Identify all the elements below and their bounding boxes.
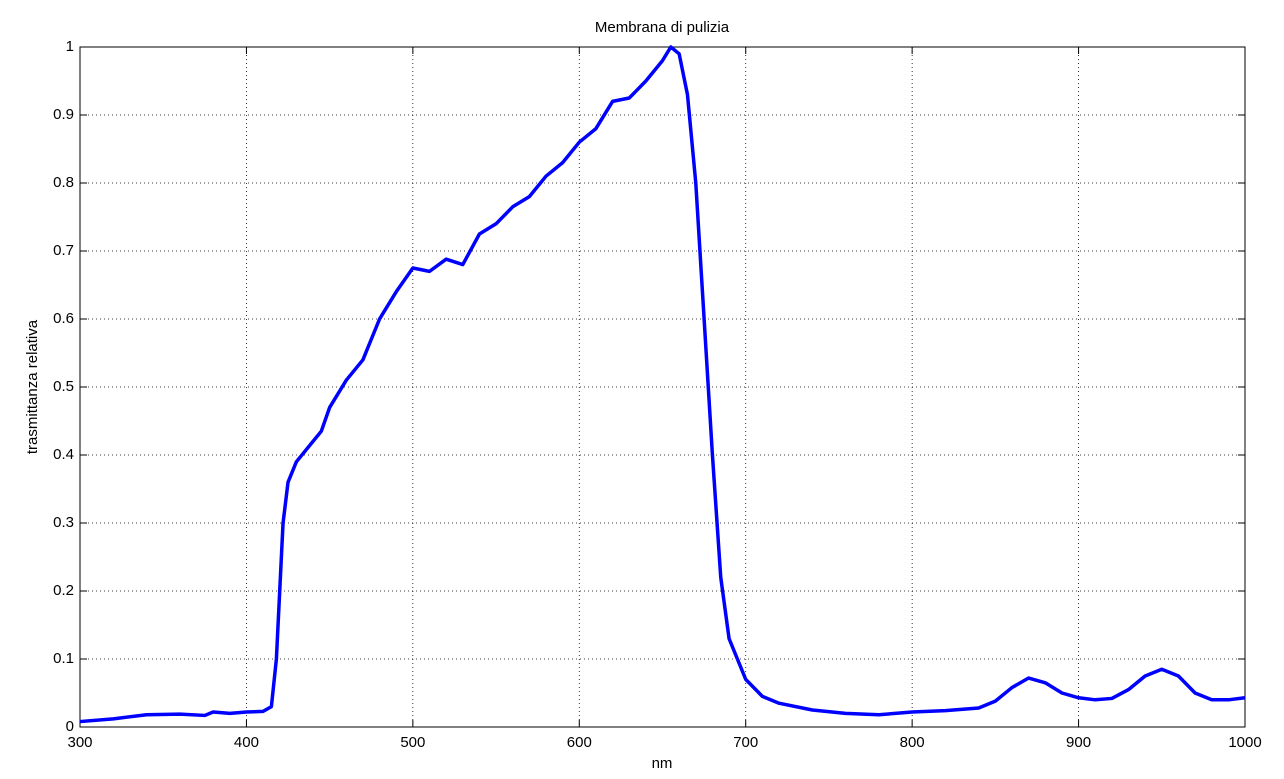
y-tick-label: 0.4 — [53, 446, 74, 463]
x-tick-label: 500 — [400, 734, 425, 751]
y-tick-label: 1 — [66, 38, 74, 55]
y-tick-label: 0.3 — [53, 514, 74, 531]
y-tick-label: 0.8 — [53, 174, 74, 191]
y-tick-label: 0.1 — [53, 650, 74, 667]
x-tick-label: 700 — [733, 734, 758, 751]
y-tick-label: 0.9 — [53, 106, 74, 123]
plot-area — [80, 47, 1245, 727]
y-tick-label: 0.7 — [53, 242, 74, 259]
x-axis-label: nm — [652, 755, 673, 772]
y-axis-label: trasmittanza relativa — [24, 319, 41, 454]
x-tick-label: 300 — [67, 734, 92, 751]
data-line — [79, 45, 1246, 724]
y-tick-label: 0.2 — [53, 582, 74, 599]
chart-title: Membrana di pulizia — [595, 19, 730, 36]
plot-frame — [79, 46, 1246, 728]
x-tick-label: 600 — [567, 734, 592, 751]
x-tick-label: 400 — [234, 734, 259, 751]
x-tick-label: 1000 — [1228, 734, 1261, 751]
y-tick-label: 0.6 — [53, 310, 74, 327]
y-tick-label: 0 — [66, 718, 74, 735]
y-tick-label: 0.5 — [53, 378, 74, 395]
x-tick-label: 900 — [1066, 734, 1091, 751]
x-tick-label: 800 — [900, 734, 925, 751]
